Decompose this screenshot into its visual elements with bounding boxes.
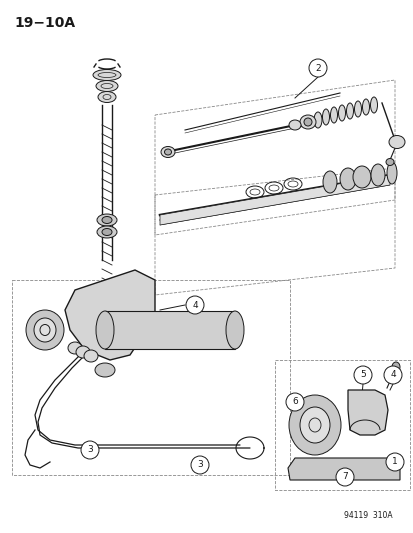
Ellipse shape bbox=[303, 118, 311, 126]
Ellipse shape bbox=[68, 342, 82, 354]
Ellipse shape bbox=[322, 109, 329, 125]
Ellipse shape bbox=[391, 362, 399, 372]
Ellipse shape bbox=[225, 311, 243, 349]
Text: 4: 4 bbox=[192, 301, 197, 310]
Ellipse shape bbox=[354, 101, 361, 117]
Text: 3: 3 bbox=[87, 446, 93, 455]
Text: 94119  310A: 94119 310A bbox=[343, 511, 392, 520]
Ellipse shape bbox=[352, 166, 370, 188]
Text: 4: 4 bbox=[389, 370, 395, 379]
Circle shape bbox=[190, 456, 209, 474]
Ellipse shape bbox=[299, 407, 329, 443]
Ellipse shape bbox=[84, 350, 98, 362]
Ellipse shape bbox=[299, 115, 315, 129]
Text: 6: 6 bbox=[292, 398, 297, 407]
Circle shape bbox=[185, 296, 204, 314]
Ellipse shape bbox=[338, 105, 345, 121]
Circle shape bbox=[285, 393, 303, 411]
Text: 7: 7 bbox=[341, 472, 347, 481]
Circle shape bbox=[385, 453, 403, 471]
Ellipse shape bbox=[339, 168, 355, 190]
Ellipse shape bbox=[330, 107, 337, 123]
Circle shape bbox=[335, 468, 353, 486]
Ellipse shape bbox=[98, 92, 116, 102]
Ellipse shape bbox=[102, 229, 112, 236]
Ellipse shape bbox=[322, 171, 336, 193]
Ellipse shape bbox=[346, 103, 353, 119]
Text: 5: 5 bbox=[359, 370, 365, 379]
Polygon shape bbox=[65, 270, 154, 360]
Ellipse shape bbox=[288, 395, 340, 455]
Polygon shape bbox=[287, 458, 399, 480]
Polygon shape bbox=[105, 311, 235, 349]
Ellipse shape bbox=[95, 363, 115, 377]
Ellipse shape bbox=[76, 346, 90, 358]
Ellipse shape bbox=[96, 311, 114, 349]
Circle shape bbox=[308, 59, 326, 77]
Ellipse shape bbox=[161, 147, 175, 157]
Ellipse shape bbox=[26, 310, 64, 350]
Ellipse shape bbox=[97, 214, 117, 226]
Polygon shape bbox=[347, 390, 387, 435]
Ellipse shape bbox=[388, 135, 404, 149]
Ellipse shape bbox=[385, 158, 393, 166]
Ellipse shape bbox=[288, 120, 300, 130]
Circle shape bbox=[81, 441, 99, 459]
Ellipse shape bbox=[370, 164, 384, 186]
Text: 1: 1 bbox=[391, 457, 397, 466]
Ellipse shape bbox=[34, 318, 56, 342]
Ellipse shape bbox=[96, 80, 118, 92]
Ellipse shape bbox=[370, 97, 377, 113]
Ellipse shape bbox=[97, 226, 117, 238]
Text: 3: 3 bbox=[197, 461, 202, 470]
Ellipse shape bbox=[93, 69, 121, 80]
Circle shape bbox=[353, 366, 371, 384]
Ellipse shape bbox=[164, 149, 171, 155]
Ellipse shape bbox=[102, 216, 112, 223]
Polygon shape bbox=[159, 175, 389, 225]
Ellipse shape bbox=[362, 99, 369, 115]
Text: 2: 2 bbox=[314, 63, 320, 72]
Ellipse shape bbox=[386, 162, 396, 184]
Circle shape bbox=[383, 366, 401, 384]
Ellipse shape bbox=[313, 112, 321, 128]
Text: 19−10A: 19−10A bbox=[14, 16, 75, 30]
